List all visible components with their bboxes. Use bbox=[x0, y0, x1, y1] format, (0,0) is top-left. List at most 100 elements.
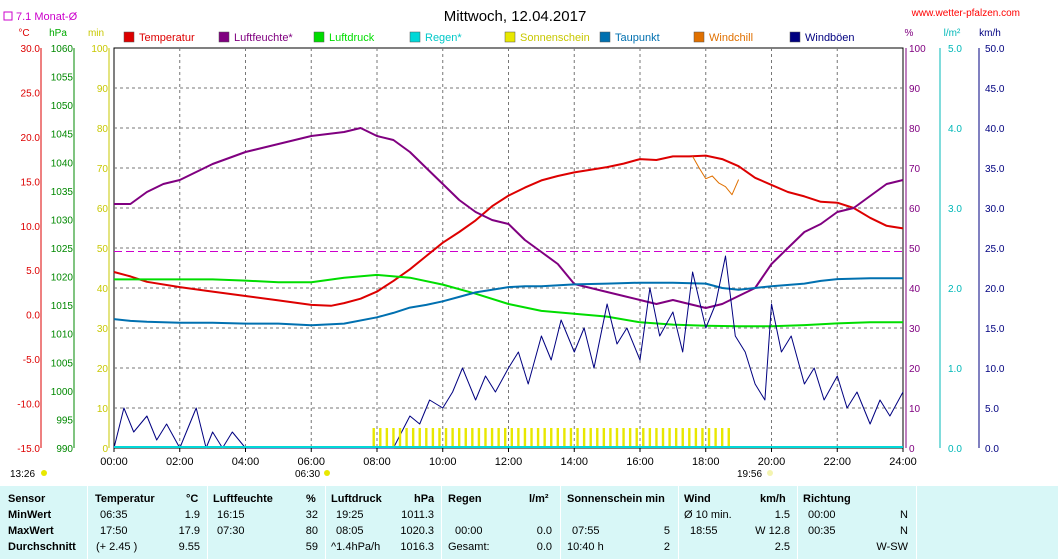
tick-label-wind: 50.0 bbox=[985, 44, 1005, 55]
col-divider bbox=[916, 486, 917, 559]
sunshine-bar bbox=[444, 428, 448, 448]
wind-avg-value: 2.5 bbox=[774, 541, 790, 553]
x-tick-label: 14:00 bbox=[560, 456, 588, 468]
website-url[interactable]: www.wetter-pfalzen.com bbox=[911, 8, 1020, 19]
sunshine-bar bbox=[477, 428, 481, 448]
col-divider bbox=[207, 486, 208, 559]
series-line-windchill bbox=[692, 156, 740, 196]
press-max-value: 1020.3 bbox=[400, 525, 434, 537]
tick-label-regen: 1.0 bbox=[948, 364, 962, 375]
tick-label-wind: 15.0 bbox=[985, 324, 1005, 335]
press-avg-value: 1016.3 bbox=[400, 541, 434, 553]
monat-legend-label: 7.1 Monat-Ø bbox=[16, 11, 78, 23]
x-tick-label: 18:00 bbox=[692, 456, 720, 468]
tick-label-regen: 4.0 bbox=[948, 124, 962, 135]
legend-label: Taupunkt bbox=[615, 32, 660, 44]
sunshine-bar bbox=[438, 428, 441, 448]
wind-max-value: W 12.8 bbox=[755, 525, 790, 537]
tick-label-sonnenschein: 30 bbox=[97, 324, 109, 335]
sunshine-bar bbox=[379, 428, 382, 448]
tick-label-luftfeuchte: 60 bbox=[909, 204, 921, 215]
tick-label-luftdruck: 1045 bbox=[51, 130, 74, 141]
col-divider bbox=[678, 486, 679, 559]
unit-regen: l/m² bbox=[944, 28, 961, 39]
sunrise-time: 06:30 bbox=[295, 469, 320, 480]
tick-label-temperatur: -10.0 bbox=[17, 400, 40, 411]
tick-label-sonnenschein: 40 bbox=[97, 284, 109, 295]
tick-label-luftfeuchte: 0 bbox=[909, 444, 915, 455]
wind-avg10-value: 1.5 bbox=[774, 509, 790, 521]
sunshine-bar bbox=[648, 428, 652, 448]
tick-label-wind: 10.0 bbox=[985, 364, 1005, 375]
legend-swatch bbox=[789, 31, 801, 43]
sunshine-bar bbox=[398, 428, 402, 448]
sunshine-bar bbox=[576, 428, 579, 448]
sunshine-bar bbox=[609, 428, 612, 448]
x-tick-label: 08:00 bbox=[363, 456, 391, 468]
tick-label-luftfeuchte: 90 bbox=[909, 84, 921, 95]
sunshine-bar bbox=[635, 428, 638, 448]
dir-avg-value: W-SW bbox=[876, 541, 908, 553]
sunshine-bar bbox=[701, 428, 704, 448]
unit-luftfeuchte: % bbox=[905, 28, 914, 39]
legend-swatch bbox=[409, 31, 421, 43]
series-line-temperatur bbox=[113, 154, 904, 307]
sunshine-bar bbox=[688, 428, 691, 448]
tick-label-luftfeuchte: 100 bbox=[909, 44, 926, 55]
temp-avg-value: 9.55 bbox=[178, 541, 200, 553]
series-line-taupunkt bbox=[113, 277, 903, 327]
sun-max-time: 07:55 bbox=[572, 525, 600, 537]
stats-header-wind: Wind bbox=[684, 493, 711, 505]
legend-swatch bbox=[218, 31, 230, 43]
dir-min-value: N bbox=[900, 509, 908, 521]
x-tick-label: 24:00 bbox=[889, 456, 917, 468]
chart-title: Mittwoch, 12.04.2017 bbox=[444, 8, 587, 25]
stats-header-richtung: Richtung bbox=[803, 493, 851, 505]
tick-label-sonnenschein: 80 bbox=[97, 124, 109, 135]
hum-avg-value: 59 bbox=[305, 541, 318, 553]
rain-max-time: 00:00 bbox=[455, 525, 483, 537]
tick-label-regen: 5.0 bbox=[948, 44, 962, 55]
chart-legend: Temperatur Luftfeuchte* Luftdruck Regen* Son… bbox=[123, 31, 855, 44]
tick-label-temperatur: -15.0 bbox=[17, 444, 40, 455]
sunshine-bar bbox=[451, 428, 454, 448]
sunshine-bar bbox=[457, 428, 461, 448]
tick-label-wind: 20.0 bbox=[985, 284, 1005, 295]
rain-max-value: 0.0 bbox=[536, 525, 552, 537]
col-divider bbox=[560, 486, 561, 559]
sunshine-bar bbox=[464, 428, 467, 448]
x-tick-label: 00:00 bbox=[100, 456, 128, 468]
x-tick-label: 16:00 bbox=[626, 456, 654, 468]
tick-label-luftdruck: 1050 bbox=[51, 101, 74, 112]
tick-label-luftfeuchte: 40 bbox=[909, 284, 921, 295]
tick-label-luftdruck: 1005 bbox=[51, 358, 74, 369]
tick-label-sonnenschein: 90 bbox=[97, 84, 109, 95]
wind-avg10-label: Ø 10 min. bbox=[684, 509, 732, 521]
series-line-luftdruck bbox=[114, 273, 903, 328]
tick-label-sonnenschein: 0 bbox=[102, 444, 108, 455]
sun-duration: 10:40 h bbox=[567, 541, 604, 553]
temp-max-time: 17:50 bbox=[100, 525, 128, 537]
hum-max-time: 07:30 bbox=[217, 525, 245, 537]
sunshine-bar bbox=[668, 428, 671, 448]
sunshine-bar bbox=[550, 428, 553, 448]
tick-label-luftdruck: 1000 bbox=[51, 387, 74, 398]
sunshine-bar bbox=[642, 428, 645, 448]
sunshine-bar bbox=[674, 428, 678, 448]
tick-label-wind: 0.0 bbox=[985, 444, 999, 455]
tick-label-luftfeuchte: 20 bbox=[909, 364, 921, 375]
tick-label-wind: 25.0 bbox=[985, 244, 1005, 255]
col-divider bbox=[797, 486, 798, 559]
tick-label-regen: 0.0 bbox=[948, 444, 962, 455]
stats-header-sonnenschein: Sonnenschein min bbox=[567, 493, 665, 505]
sunshine-bar bbox=[530, 428, 533, 448]
tick-label-luftdruck: 1040 bbox=[51, 158, 74, 169]
stats-table: Sensor MinWert MaxWert Durchschnitt Temp… bbox=[0, 486, 1058, 559]
press-min-time: 19:25 bbox=[336, 509, 364, 521]
weather-chart: Mittwoch, 12.04.2017 www.wetter-pfalzen.… bbox=[3, 8, 1020, 480]
tick-label-luftfeuchte: 10 bbox=[909, 404, 921, 415]
tick-label-temperatur: -5.0 bbox=[23, 355, 41, 366]
hum-min-value: 32 bbox=[305, 509, 318, 521]
tick-label-regen: 2.0 bbox=[948, 284, 962, 295]
tick-label-temperatur: 30.0 bbox=[21, 44, 41, 55]
